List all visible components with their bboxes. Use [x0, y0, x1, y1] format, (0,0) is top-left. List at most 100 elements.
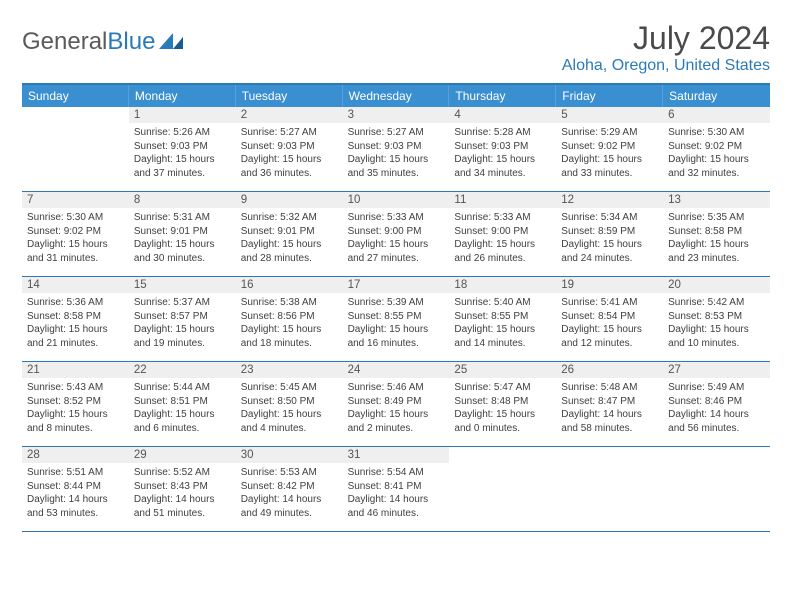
- sunrise-line: Sunrise: 5:51 AM: [27, 466, 124, 480]
- sunset-line: Sunset: 9:02 PM: [27, 225, 124, 239]
- day-content: Sunrise: 5:26 AMSunset: 9:03 PMDaylight:…: [129, 123, 236, 184]
- sunset-line: Sunset: 8:43 PM: [134, 480, 231, 494]
- brand-mark-icon: [159, 28, 187, 56]
- sunset-line: Sunset: 9:02 PM: [561, 140, 658, 154]
- daylight-line: Daylight: 15 hours and 33 minutes.: [561, 153, 658, 180]
- calendar-day-cell: 5 Sunrise: 5:29 AMSunset: 9:02 PMDaylight…: [556, 107, 663, 191]
- weekday-header-row: SundayMondayTuesdayWednesdayThursdayFrid…: [22, 85, 770, 107]
- daylight-line: Daylight: 15 hours and 37 minutes.: [134, 153, 231, 180]
- sunset-line: Sunset: 9:00 PM: [454, 225, 551, 239]
- day-number: 4: [449, 107, 556, 123]
- day-content: Sunrise: 5:42 AMSunset: 8:53 PMDaylight:…: [663, 293, 770, 354]
- daylight-line: Daylight: 15 hours and 19 minutes.: [134, 323, 231, 350]
- day-content: Sunrise: 5:48 AMSunset: 8:47 PMDaylight:…: [556, 378, 663, 439]
- day-number: 19: [556, 277, 663, 293]
- day-number: 9: [236, 192, 343, 208]
- weekday-header: Thursday: [449, 85, 556, 107]
- sunrise-line: Sunrise: 5:41 AM: [561, 296, 658, 310]
- day-content: Sunrise: 5:33 AMSunset: 9:00 PMDaylight:…: [343, 208, 450, 269]
- sunrise-line: Sunrise: 5:44 AM: [134, 381, 231, 395]
- day-content: Sunrise: 5:28 AMSunset: 9:03 PMDaylight:…: [449, 123, 556, 184]
- day-number: 8: [129, 192, 236, 208]
- day-number: 29: [129, 447, 236, 463]
- calendar-day-cell: 1Sunrise: 5:26 AMSunset: 9:03 PMDaylight…: [129, 107, 236, 191]
- daylight-line: Daylight: 15 hours and 28 minutes.: [241, 238, 338, 265]
- daylight-line: Daylight: 15 hours and 4 minutes.: [241, 408, 338, 435]
- daylight-line: Daylight: 14 hours and 53 minutes.: [27, 493, 124, 520]
- daylight-line: Daylight: 15 hours and 32 minutes.: [668, 153, 765, 180]
- sunset-line: Sunset: 9:01 PM: [134, 225, 231, 239]
- daylight-line: Daylight: 15 hours and 35 minutes.: [348, 153, 445, 180]
- day-number: 18: [449, 277, 556, 293]
- calendar-day-cell: 27Sunrise: 5:49 AMSunset: 8:46 PMDayligh…: [663, 362, 770, 446]
- day-number: 5: [556, 107, 663, 123]
- sunset-line: Sunset: 9:00 PM: [348, 225, 445, 239]
- sunset-line: Sunset: 8:49 PM: [348, 395, 445, 409]
- day-number: 28: [22, 447, 129, 463]
- sunset-line: Sunset: 8:51 PM: [134, 395, 231, 409]
- sunrise-line: Sunrise: 5:39 AM: [348, 296, 445, 310]
- day-content: Sunrise: 5:41 AMSunset: 8:54 PMDaylight:…: [556, 293, 663, 354]
- daylight-line: Daylight: 15 hours and 10 minutes.: [668, 323, 765, 350]
- sunrise-line: Sunrise: 5:40 AM: [454, 296, 551, 310]
- calendar-day-cell: [449, 447, 556, 531]
- day-content: Sunrise: 5:51 AMSunset: 8:44 PMDaylight:…: [22, 463, 129, 524]
- calendar-day-cell: 30Sunrise: 5:53 AMSunset: 8:42 PMDayligh…: [236, 447, 343, 531]
- day-number: 14: [22, 277, 129, 293]
- sunrise-line: Sunrise: 5:26 AM: [134, 126, 231, 140]
- sunset-line: Sunset: 8:41 PM: [348, 480, 445, 494]
- daylight-line: Daylight: 15 hours and 27 minutes.: [348, 238, 445, 265]
- day-content: Sunrise: 5:45 AMSunset: 8:50 PMDaylight:…: [236, 378, 343, 439]
- sunrise-line: Sunrise: 5:48 AM: [561, 381, 658, 395]
- calendar-day-cell: 10Sunrise: 5:33 AMSunset: 9:00 PMDayligh…: [343, 192, 450, 276]
- day-number: 13: [663, 192, 770, 208]
- sunrise-line: Sunrise: 5:29 AM: [561, 126, 658, 140]
- day-content: Sunrise: 5:30 AMSunset: 9:02 PMDaylight:…: [663, 123, 770, 184]
- day-number: 24: [343, 362, 450, 378]
- sunset-line: Sunset: 9:03 PM: [454, 140, 551, 154]
- brand-part2: Blue: [107, 28, 155, 56]
- calendar-day-cell: 4Sunrise: 5:28 AMSunset: 9:03 PMDaylight…: [449, 107, 556, 191]
- sunrise-line: Sunrise: 5:28 AM: [454, 126, 551, 140]
- daylight-line: Daylight: 15 hours and 36 minutes.: [241, 153, 338, 180]
- sunrise-line: Sunrise: 5:33 AM: [348, 211, 445, 225]
- daylight-line: Daylight: 15 hours and 6 minutes.: [134, 408, 231, 435]
- daylight-line: Daylight: 15 hours and 2 minutes.: [348, 408, 445, 435]
- day-number: 3: [343, 107, 450, 123]
- day-content: Sunrise: 5:46 AMSunset: 8:49 PMDaylight:…: [343, 378, 450, 439]
- sunrise-line: Sunrise: 5:27 AM: [241, 126, 338, 140]
- day-number: 27: [663, 362, 770, 378]
- calendar-day-cell: 25Sunrise: 5:47 AMSunset: 8:48 PMDayligh…: [449, 362, 556, 446]
- sunrise-line: Sunrise: 5:31 AM: [134, 211, 231, 225]
- brand-part1: General: [22, 28, 107, 56]
- location-subtitle: Aloha, Oregon, United States: [562, 57, 770, 75]
- daylight-line: Daylight: 15 hours and 8 minutes.: [27, 408, 124, 435]
- title-block: July 2024 Aloha, Oregon, United States: [562, 20, 770, 75]
- day-number: 6: [663, 107, 770, 123]
- daylight-line: Daylight: 15 hours and 0 minutes.: [454, 408, 551, 435]
- day-number: 25: [449, 362, 556, 378]
- calendar-day-cell: 13Sunrise: 5:35 AMSunset: 8:58 PMDayligh…: [663, 192, 770, 276]
- daylight-line: Daylight: 14 hours and 46 minutes.: [348, 493, 445, 520]
- day-number: 16: [236, 277, 343, 293]
- calendar-day-cell: 9Sunrise: 5:32 AMSunset: 9:01 PMDaylight…: [236, 192, 343, 276]
- sunset-line: Sunset: 8:53 PM: [668, 310, 765, 324]
- day-content: Sunrise: 5:32 AMSunset: 9:01 PMDaylight:…: [236, 208, 343, 269]
- sunrise-line: Sunrise: 5:32 AM: [241, 211, 338, 225]
- sunset-line: Sunset: 8:54 PM: [561, 310, 658, 324]
- sunset-line: Sunset: 8:58 PM: [668, 225, 765, 239]
- calendar-day-cell: 29Sunrise: 5:52 AMSunset: 8:43 PMDayligh…: [129, 447, 236, 531]
- calendar-day-cell: 21Sunrise: 5:43 AMSunset: 8:52 PMDayligh…: [22, 362, 129, 446]
- sunrise-line: Sunrise: 5:53 AM: [241, 466, 338, 480]
- sunrise-line: Sunrise: 5:36 AM: [27, 296, 124, 310]
- weekday-header: Monday: [129, 85, 236, 107]
- day-content: Sunrise: 5:47 AMSunset: 8:48 PMDaylight:…: [449, 378, 556, 439]
- day-number: 2: [236, 107, 343, 123]
- sunrise-line: Sunrise: 5:47 AM: [454, 381, 551, 395]
- sunset-line: Sunset: 8:42 PM: [241, 480, 338, 494]
- sunset-line: Sunset: 9:02 PM: [668, 140, 765, 154]
- day-content: Sunrise: 5:30 AMSunset: 9:02 PMDaylight:…: [22, 208, 129, 269]
- calendar-week-row: 1Sunrise: 5:26 AMSunset: 9:03 PMDaylight…: [22, 107, 770, 192]
- calendar-day-cell: 20Sunrise: 5:42 AMSunset: 8:53 PMDayligh…: [663, 277, 770, 361]
- calendar-day-cell: 28Sunrise: 5:51 AMSunset: 8:44 PMDayligh…: [22, 447, 129, 531]
